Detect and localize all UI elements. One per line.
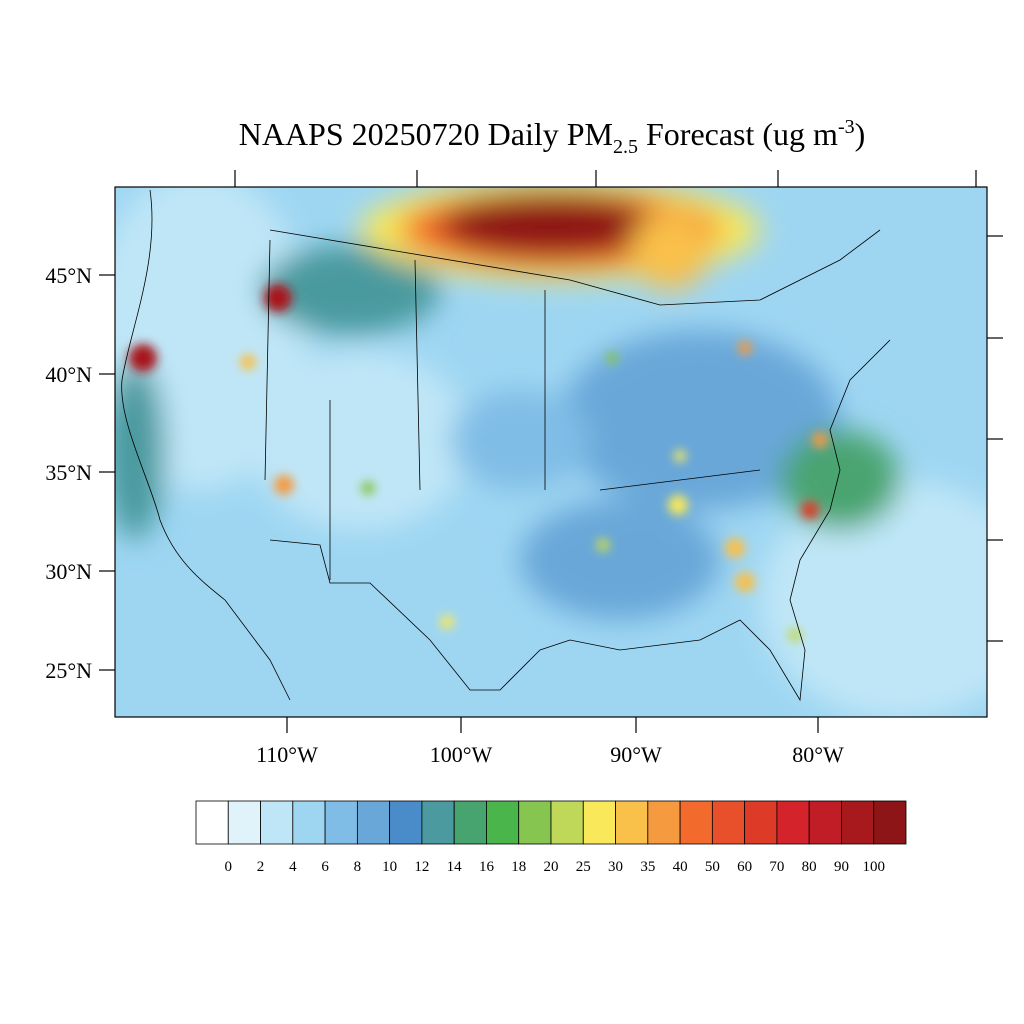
colorbar-label: 0 <box>225 859 233 875</box>
colorbar: 0 2 4 6 8 10 12 14 16 18 20 25 30 35 40 50 60 70 80 90 100 <box>195 800 907 875</box>
title-text: NAAPS 20250720 Daily PM <box>239 116 613 152</box>
colorbar-box <box>486 800 520 845</box>
colorbar-box <box>744 800 778 845</box>
colorbar-box <box>711 800 746 845</box>
colorbar-box <box>324 800 358 845</box>
colorbar-label: 6 <box>321 859 329 875</box>
title-sub: 2.5 <box>613 136 638 158</box>
lon-label: 80°W <box>792 742 844 767</box>
colorbar-label: 30 <box>608 859 623 875</box>
title: NAAPS 20250720 Daily PM2.5 Forecast (ug … <box>239 116 866 158</box>
colorbar-box <box>356 800 391 845</box>
colorbar-label: 2 <box>257 859 265 875</box>
colorbar-box <box>453 800 487 845</box>
colorbar-label: 8 <box>354 859 362 875</box>
colorbar-label: 14 <box>447 859 463 875</box>
lat-label: 40°N <box>45 362 92 387</box>
colorbar-box <box>615 800 649 845</box>
colorbar-label: 25 <box>576 859 591 875</box>
lon-label: 90°W <box>610 742 662 767</box>
lon-label: 100°W <box>430 742 493 767</box>
colorbar-box <box>776 800 810 845</box>
colorbar-label: 20 <box>544 859 559 875</box>
colorbar-box <box>518 800 552 845</box>
colorbar-box <box>679 800 713 845</box>
colorbar-box <box>195 800 229 845</box>
colorbar-label: 35 <box>640 859 655 875</box>
colorbar-label: 18 <box>511 859 526 875</box>
colorbar-label: 40 <box>673 859 688 875</box>
axis-labels: 45°N 40°N 35°N 30°N 25°N 110°W 100°W 90°W 80°W <box>45 263 844 767</box>
title-text: Forecast (ug m <box>638 116 838 152</box>
colorbar-label: 12 <box>414 859 429 875</box>
title-sup: -3 <box>838 116 855 138</box>
colorbar-label: 10 <box>382 859 397 875</box>
lat-label: 25°N <box>45 658 92 683</box>
map-field <box>115 187 987 717</box>
lat-label: 45°N <box>45 263 92 288</box>
colorbar-box <box>389 800 423 845</box>
colorbar-box <box>227 800 261 845</box>
colorbar-box <box>841 800 875 845</box>
colorbar-box <box>873 800 907 845</box>
colorbar-box <box>292 800 326 845</box>
lat-label: 30°N <box>45 559 92 584</box>
colorbar-label: 16 <box>479 859 495 875</box>
colorbar-label: 80 <box>802 859 817 875</box>
colorbar-box <box>808 800 842 845</box>
colorbar-box <box>647 800 681 845</box>
lon-label: 110°W <box>256 742 318 767</box>
map-frame <box>114 186 988 718</box>
colorbar-label: 4 <box>289 859 297 875</box>
colorbar-label: 50 <box>705 859 720 875</box>
colorbar-label: 100 <box>862 859 885 875</box>
colorbar-label: 60 <box>737 859 752 875</box>
colorbar-label: 90 <box>834 859 849 875</box>
colorbar-box <box>260 800 294 845</box>
colorbar-box <box>421 800 455 845</box>
title-text: ) <box>855 116 866 152</box>
colorbar-box <box>550 800 584 845</box>
lat-label: 35°N <box>45 460 92 485</box>
colorbar-box <box>582 800 616 845</box>
frame-ticks <box>99 170 1003 733</box>
colorbar-label: 70 <box>769 859 784 875</box>
